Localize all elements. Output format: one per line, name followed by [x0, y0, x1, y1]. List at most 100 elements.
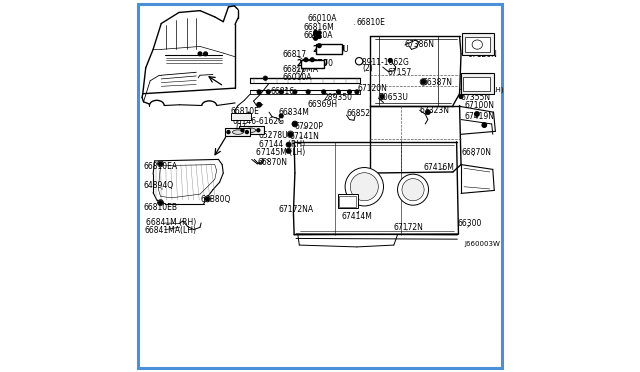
- Bar: [463, 77, 490, 92]
- Bar: [316, 44, 342, 54]
- Circle shape: [204, 196, 211, 202]
- Text: 67145M (LH): 67145M (LH): [257, 148, 306, 157]
- Circle shape: [157, 161, 163, 167]
- Circle shape: [286, 142, 291, 147]
- Text: 66810E: 66810E: [230, 106, 260, 116]
- Bar: [338, 194, 358, 208]
- Bar: [462, 33, 493, 55]
- Circle shape: [266, 90, 270, 94]
- Circle shape: [245, 131, 248, 134]
- Bar: [232, 113, 251, 119]
- Circle shape: [257, 90, 261, 94]
- Text: 67355N: 67355N: [460, 93, 490, 102]
- Circle shape: [420, 78, 427, 85]
- Circle shape: [280, 90, 283, 94]
- Text: 289370: 289370: [296, 59, 328, 68]
- Circle shape: [314, 31, 317, 34]
- Circle shape: [287, 149, 291, 153]
- Circle shape: [379, 94, 385, 100]
- Circle shape: [292, 121, 298, 127]
- Text: (2): (2): [362, 64, 373, 73]
- Bar: [461, 73, 493, 94]
- Text: 66870N: 66870N: [257, 157, 287, 167]
- Circle shape: [257, 103, 261, 107]
- Circle shape: [345, 167, 383, 206]
- Text: 66010A: 66010A: [282, 73, 312, 81]
- Circle shape: [307, 90, 310, 94]
- Text: 67172N: 67172N: [394, 223, 424, 232]
- Circle shape: [314, 33, 317, 36]
- Text: (1): (1): [236, 123, 246, 132]
- Text: 30653U: 30653U: [378, 93, 408, 102]
- Bar: [301, 60, 324, 68]
- Ellipse shape: [472, 40, 483, 49]
- Circle shape: [475, 112, 479, 116]
- Circle shape: [317, 35, 321, 38]
- Circle shape: [355, 90, 359, 94]
- Text: 67157: 67157: [388, 68, 412, 77]
- Circle shape: [204, 52, 207, 56]
- Text: 66010A: 66010A: [303, 31, 333, 40]
- Circle shape: [287, 143, 291, 147]
- Text: 909610(LH): 909610(LH): [462, 86, 504, 93]
- Text: N: N: [356, 58, 362, 64]
- Circle shape: [314, 36, 317, 40]
- Text: 66010A: 66010A: [307, 13, 337, 22]
- Circle shape: [317, 31, 321, 35]
- Circle shape: [426, 110, 429, 114]
- Circle shape: [293, 90, 297, 94]
- Text: 66810E: 66810E: [357, 18, 386, 27]
- Text: 67386N: 67386N: [405, 41, 435, 49]
- Text: 64894Q: 64894Q: [143, 181, 173, 190]
- Text: 28937U: 28937U: [320, 45, 349, 54]
- Circle shape: [482, 123, 486, 127]
- Text: 08146-6162G: 08146-6162G: [232, 116, 284, 125]
- Text: 67414M: 67414M: [341, 212, 372, 221]
- Text: 66810EA: 66810EA: [143, 162, 178, 171]
- Circle shape: [310, 58, 314, 62]
- Circle shape: [459, 95, 463, 99]
- Circle shape: [288, 132, 292, 137]
- Circle shape: [292, 122, 297, 126]
- Circle shape: [425, 110, 430, 115]
- Text: 67172NA: 67172NA: [278, 205, 314, 215]
- Text: 67120N: 67120N: [358, 84, 388, 93]
- Text: 67141N: 67141N: [290, 132, 319, 141]
- Circle shape: [388, 59, 392, 62]
- Text: 66870N: 66870N: [461, 148, 491, 157]
- Circle shape: [304, 58, 308, 62]
- Circle shape: [322, 90, 326, 94]
- Circle shape: [287, 131, 294, 138]
- Text: 08911-1062G: 08911-1062G: [358, 58, 410, 67]
- Circle shape: [227, 131, 230, 134]
- Circle shape: [337, 90, 340, 94]
- Circle shape: [264, 77, 267, 80]
- Text: 66810EB: 66810EB: [143, 202, 177, 212]
- Bar: [465, 37, 490, 52]
- Text: 66841M (RH): 66841M (RH): [146, 218, 196, 227]
- Circle shape: [205, 197, 209, 201]
- Ellipse shape: [232, 130, 244, 134]
- Circle shape: [355, 58, 363, 65]
- Text: 66834M: 66834M: [278, 108, 310, 117]
- Text: 67416M: 67416M: [424, 163, 454, 172]
- Text: 67100N: 67100N: [465, 101, 495, 110]
- Text: 66387N: 66387N: [422, 78, 452, 87]
- Circle shape: [241, 129, 244, 132]
- Circle shape: [348, 90, 351, 94]
- Circle shape: [159, 162, 163, 166]
- Text: 67144  (RH): 67144 (RH): [259, 140, 305, 149]
- Circle shape: [286, 148, 291, 154]
- Text: 66300: 66300: [458, 219, 482, 228]
- Text: 66369H: 66369H: [307, 100, 337, 109]
- Text: 28937U: 28937U: [312, 45, 345, 54]
- Circle shape: [157, 200, 163, 206]
- Bar: [239, 126, 264, 134]
- Text: 66816M: 66816M: [303, 23, 334, 32]
- Bar: [225, 128, 250, 136]
- Text: 65278U: 65278U: [259, 131, 288, 140]
- Circle shape: [198, 52, 202, 56]
- Circle shape: [402, 179, 424, 201]
- Text: J660003W: J660003W: [464, 241, 500, 247]
- Circle shape: [312, 34, 317, 39]
